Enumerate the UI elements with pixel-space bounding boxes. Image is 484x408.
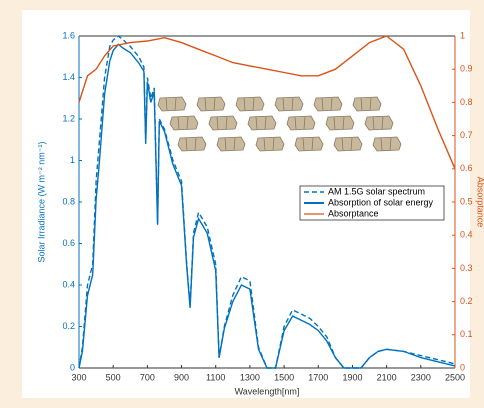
tile-icon: [255, 136, 285, 152]
tile-icon: [235, 96, 265, 112]
tile-icon: [157, 96, 187, 112]
y-tick-label: 0: [70, 362, 75, 372]
y2-axis-label: Absorptance: [476, 177, 484, 228]
x-tick-label: 900: [174, 372, 189, 382]
tile-icon: [294, 116, 297, 130]
tile-icon: [341, 137, 344, 151]
x-axis-label: Wavelength[nm]: [235, 386, 300, 396]
x-tick-label: 1300: [240, 372, 260, 382]
tile-icon: [372, 136, 402, 152]
y-tick-label: 1.4: [62, 72, 75, 82]
tile-icon: [225, 116, 228, 130]
tile-icon: [272, 137, 275, 151]
y2-tick-label: 0.4: [460, 230, 473, 240]
x-tick-label: 2300: [411, 372, 431, 382]
tile-icon: [216, 116, 219, 130]
legend-label: AM 1.5G solar spectrum: [328, 186, 425, 196]
x-tick-label: 1900: [342, 372, 362, 382]
tile-icon: [247, 115, 277, 131]
tile-icon: [255, 116, 258, 130]
y-tick-label: 0.2: [62, 321, 75, 331]
y-axis-label: Solar Irradiance (W m⁻² nm⁻¹): [36, 141, 46, 262]
y-tick-label: 1: [70, 155, 75, 165]
tile-icon: [177, 116, 180, 130]
y2-tick-label: 0.9: [460, 64, 473, 74]
tile-icon: [213, 97, 216, 111]
tile-icon: [364, 115, 394, 131]
y2-tick-label: 0.6: [460, 163, 473, 173]
tile-icon: [208, 115, 238, 131]
x-tick-label: 700: [140, 372, 155, 382]
tile-icon: [313, 96, 343, 112]
tile-icon: [302, 137, 305, 151]
tile-icon: [311, 137, 314, 151]
x-tick-label: 1100: [206, 372, 225, 382]
series-line: [78, 35, 456, 170]
tile-icon: [224, 137, 227, 151]
tile-icon: [169, 115, 199, 131]
tile-icon: [380, 137, 383, 151]
tile-icon: [372, 116, 375, 130]
tile-icon: [291, 97, 294, 111]
tile-icon: [342, 116, 345, 130]
y2-tick-label: 0.3: [460, 263, 473, 273]
y2-tick-label: 1: [460, 30, 465, 40]
tile-icon: [303, 116, 306, 130]
tile-icon: [360, 97, 363, 111]
y2-tick-label: 0.2: [460, 296, 473, 306]
tile-icon: [186, 116, 189, 130]
y2-tick-label: 0: [460, 362, 465, 372]
tile-icon: [264, 116, 267, 130]
tile-icon: [216, 136, 246, 152]
y-tick-label: 0.4: [62, 279, 75, 289]
x-tick-label: 2500: [445, 372, 465, 382]
x-tick-label: 2100: [377, 372, 397, 382]
tile-icon: [321, 97, 324, 111]
tile-icon: [185, 137, 188, 151]
y-tick-label: 1.2: [62, 113, 75, 123]
y2-tick-label: 0.5: [460, 196, 473, 206]
y2-tick-label: 0.7: [460, 130, 473, 140]
tile-icon: [196, 96, 226, 112]
tile-icon: [252, 97, 255, 111]
tile-icon: [174, 97, 177, 111]
tile-icon: [330, 97, 333, 111]
tile-icon: [274, 96, 304, 112]
tile-icon: [352, 96, 382, 112]
x-tick-label: 500: [106, 372, 121, 382]
tile-icon: [263, 137, 266, 151]
tile-icon: [389, 137, 392, 151]
tile-icon: [194, 137, 197, 151]
tile-icon: [381, 116, 384, 130]
tile-icon: [233, 137, 236, 151]
x-tick-label: 1500: [274, 372, 294, 382]
tile-icon: [243, 97, 246, 111]
y2-tick-label: 0.8: [460, 97, 473, 107]
legend-label: Absorptance: [328, 208, 379, 218]
tile-icon: [333, 136, 363, 152]
tile-icon: [333, 116, 336, 130]
tile-icon: [282, 97, 285, 111]
series-line: [78, 43, 456, 369]
tile-icon: [325, 115, 355, 131]
legend-label: Absorption of solar energy: [328, 197, 434, 207]
x-tick-label: 300: [71, 372, 86, 382]
tile-icon: [369, 97, 372, 111]
tile-icon: [350, 137, 353, 151]
tile-icon: [286, 115, 316, 131]
y-tick-label: 0.8: [62, 196, 75, 206]
y-tick-label: 0.6: [62, 238, 75, 248]
tile-icon: [177, 136, 207, 152]
y2-tick-label: 0.1: [460, 329, 473, 339]
tile-icon: [204, 97, 207, 111]
tile-icon: [294, 136, 324, 152]
tile-icon: [165, 97, 168, 111]
y-tick-label: 1.6: [62, 30, 75, 40]
x-tick-label: 1700: [308, 372, 328, 382]
